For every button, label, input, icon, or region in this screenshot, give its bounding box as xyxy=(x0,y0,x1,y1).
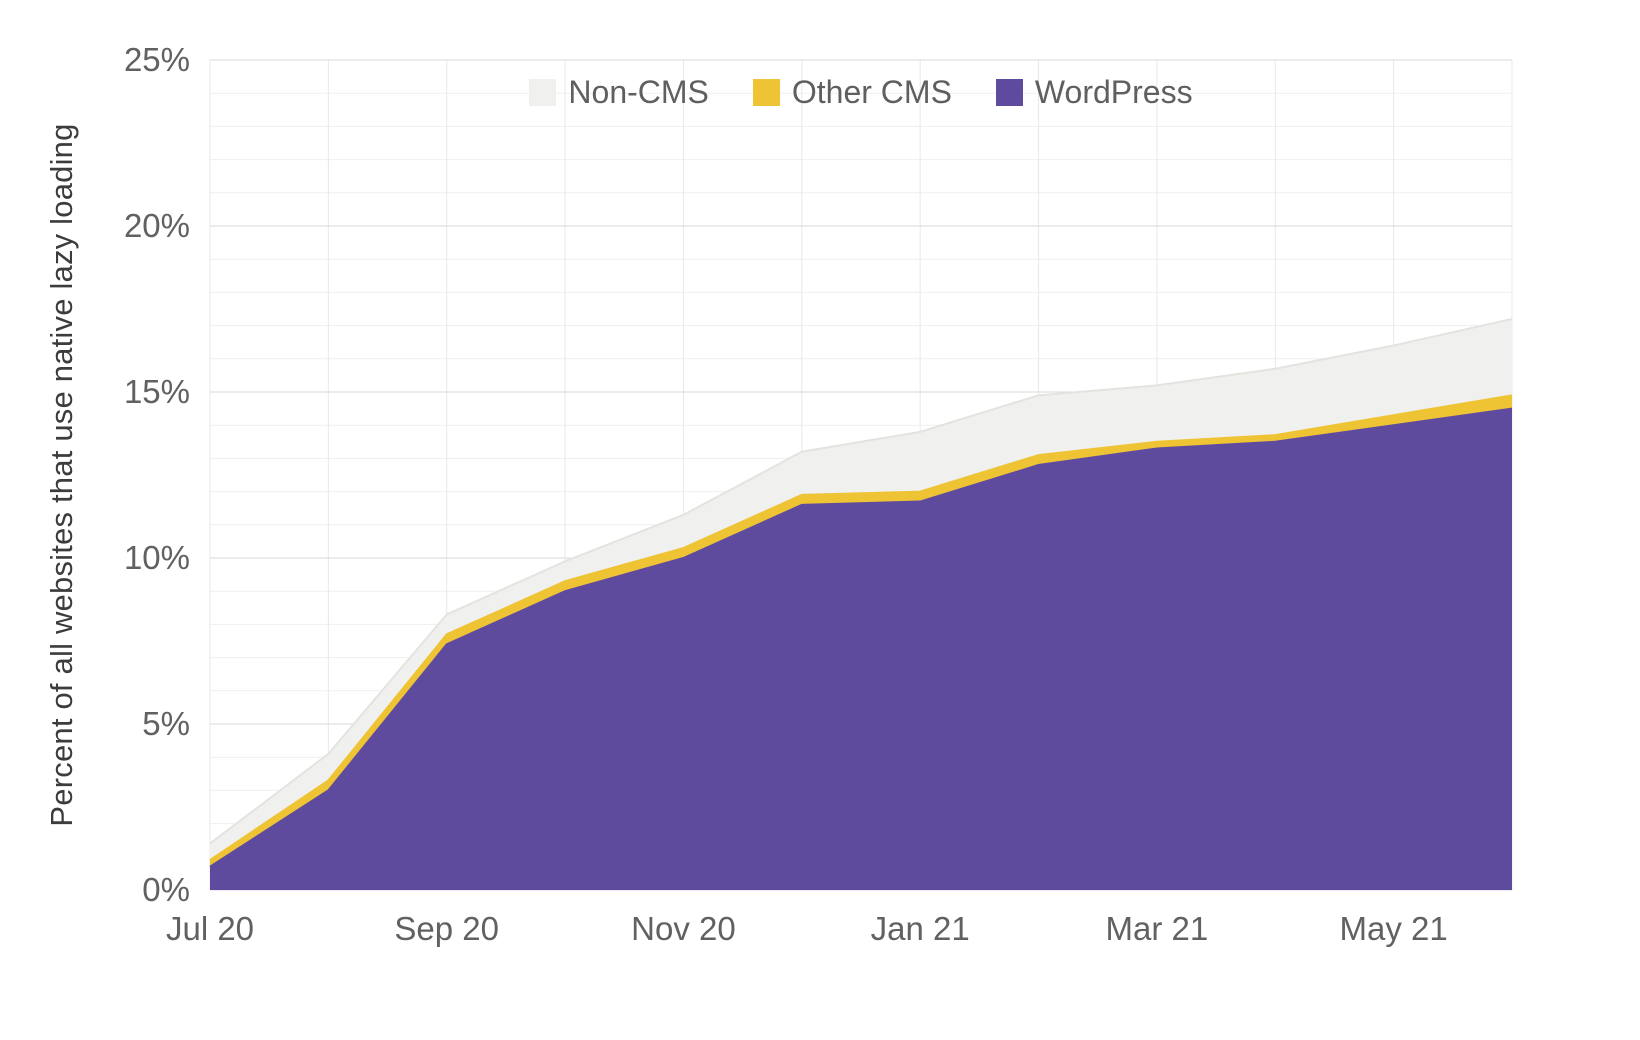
legend-item-non-cms: Non-CMS xyxy=(529,74,709,111)
legend-item-wordpress: WordPress xyxy=(995,74,1193,111)
y-tick-label: 20% xyxy=(124,207,190,244)
area-non-cms xyxy=(210,318,1512,861)
x-tick-label: Mar 21 xyxy=(1106,910,1209,947)
x-tick-label: May 21 xyxy=(1340,910,1448,947)
y-tick-label: 15% xyxy=(124,373,190,410)
legend-label-non-cms: Non-CMS xyxy=(568,74,709,110)
line-non-cms-top xyxy=(209,317,1513,845)
area-other-cms xyxy=(210,395,1512,867)
y-axis-title: Percent of all websites that use native … xyxy=(44,123,79,827)
y-tick-label: 10% xyxy=(124,539,190,576)
x-tick-label: Sep 20 xyxy=(394,910,499,947)
x-tick-label: Nov 20 xyxy=(631,910,736,947)
chart-legend: Non-CMS Other CMS WordPress xyxy=(210,74,1512,111)
y-tick-label: 0% xyxy=(142,871,190,908)
y-tick-label: 5% xyxy=(142,705,190,742)
legend-swatch-non-cms-icon xyxy=(529,79,557,106)
legend-swatch-wordpress-icon xyxy=(995,79,1023,106)
y-tick-label: 25% xyxy=(124,41,190,78)
line-wordpress-top xyxy=(209,407,1513,868)
legend-label-other-cms: Other CMS xyxy=(791,74,952,110)
area-wordpress xyxy=(210,408,1512,890)
x-tick-label: Jul 20 xyxy=(166,910,254,947)
legend-item-other-cms: Other CMS xyxy=(752,74,952,111)
legend-label-wordpress: WordPress xyxy=(1034,74,1193,110)
legend-swatch-other-cms-icon xyxy=(752,79,780,106)
line-other-cms-top xyxy=(209,394,1513,861)
x-tick-label: Jan 21 xyxy=(871,910,970,947)
